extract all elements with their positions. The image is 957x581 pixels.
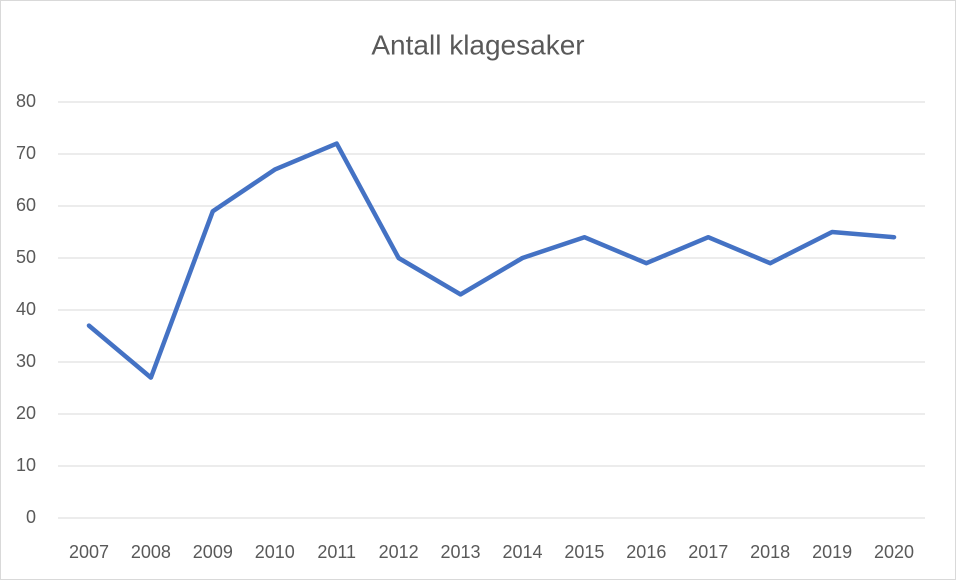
x-tick-label: 2018 xyxy=(750,542,790,562)
x-tick-label: 2012 xyxy=(379,542,419,562)
y-tick-label: 0 xyxy=(26,507,36,527)
x-tick-label: 2009 xyxy=(193,542,233,562)
y-tick-label: 60 xyxy=(16,195,36,215)
y-tick-label: 50 xyxy=(16,247,36,267)
x-tick-label: 2010 xyxy=(255,542,295,562)
x-tick-label: 2008 xyxy=(131,542,171,562)
x-tick-label: 2017 xyxy=(688,542,728,562)
x-tick-label: 2015 xyxy=(564,542,604,562)
x-tick-label: 2013 xyxy=(441,542,481,562)
x-tick-label: 2011 xyxy=(317,542,356,562)
x-tick-label: 2007 xyxy=(69,542,109,562)
x-tick-label: 2020 xyxy=(874,542,914,562)
x-tick-label: 2019 xyxy=(812,542,852,562)
y-tick-label: 70 xyxy=(16,143,36,163)
y-tick-label: 20 xyxy=(16,403,36,423)
y-tick-label: 80 xyxy=(16,91,36,111)
y-tick-label: 10 xyxy=(16,455,36,475)
x-tick-label: 2014 xyxy=(502,542,542,562)
chart-title: Antall klagesaker xyxy=(371,29,584,60)
data-line xyxy=(86,141,897,380)
x-tick-label: 2016 xyxy=(626,542,666,562)
y-tick-label: 40 xyxy=(16,299,36,319)
y-tick-label: 30 xyxy=(16,351,36,371)
